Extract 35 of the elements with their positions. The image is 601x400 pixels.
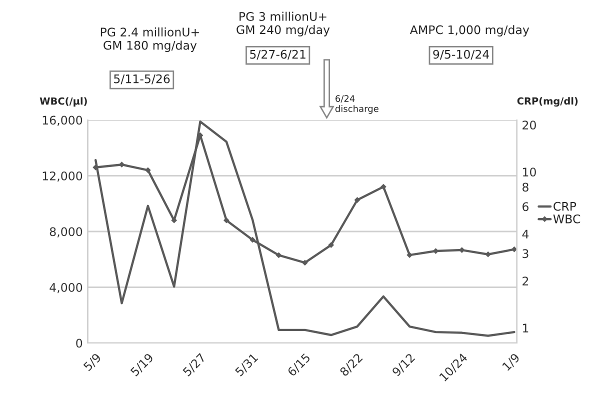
point bbox=[302, 260, 308, 266]
y-axis-title: WBC(/μl) bbox=[40, 97, 87, 107]
y2-axis-title: CRP(mg/dl) bbox=[517, 97, 578, 107]
point bbox=[276, 252, 282, 258]
y2-tick-label: 3 bbox=[522, 249, 528, 258]
point bbox=[354, 197, 360, 203]
y2-tick-label: 6 bbox=[522, 202, 528, 212]
y2-tick-label: 10 bbox=[523, 168, 536, 177]
y2-tick-label: 2 bbox=[522, 276, 528, 286]
text: AMPC 1,000 mg/day bbox=[410, 25, 530, 37]
y-tick-label: 8,000 bbox=[50, 227, 82, 238]
y-tick-label: 12,000 bbox=[42, 171, 82, 182]
point bbox=[250, 236, 256, 243]
y-tick-label: 16,000 bbox=[42, 116, 82, 126]
text: 5/11-5/26 bbox=[114, 74, 170, 84]
text: 9/5-10/24 bbox=[433, 50, 490, 60]
point bbox=[380, 184, 386, 190]
text: 5/27-6/21 bbox=[250, 50, 306, 60]
point bbox=[511, 246, 517, 252]
line-series bbox=[94, 120, 516, 337]
text: 6/24 discharge bbox=[335, 95, 378, 114]
x-tick-label: 1/9 bbox=[502, 352, 521, 372]
y2-tick-label: 1 bbox=[523, 324, 528, 332]
text: PG 3 millionU+ GM 240 mg/day bbox=[236, 12, 330, 36]
x-tick-label: 5/9 bbox=[82, 352, 102, 372]
legend-label: WBC bbox=[553, 214, 580, 224]
point bbox=[328, 242, 334, 248]
legend-label: CRP bbox=[554, 202, 576, 211]
text: PG 2.4 millionU+ GM 180 mg/day bbox=[100, 27, 199, 52]
point bbox=[223, 217, 230, 224]
y2-tick-label: 4 bbox=[522, 230, 529, 238]
y2-tick-label: 20 bbox=[522, 120, 536, 130]
y2-tick-label: 8 bbox=[522, 182, 528, 192]
y-tick-label: 0 bbox=[76, 338, 82, 348]
y-tick-label: 4,000 bbox=[50, 282, 82, 294]
